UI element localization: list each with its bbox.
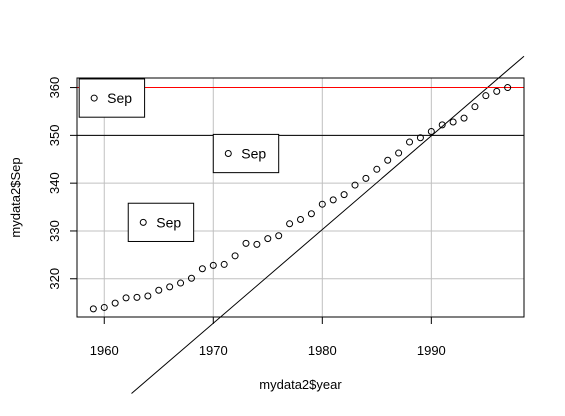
regression-line — [131, 55, 525, 394]
legend-box — [78, 78, 146, 118]
data-point — [471, 103, 479, 111]
x-axis-label: mydata2$year — [259, 377, 342, 392]
legend-2: Sep — [212, 133, 280, 174]
data-point — [122, 294, 130, 302]
data-point — [253, 240, 261, 248]
x-tick-label: 1980 — [308, 343, 337, 358]
data-points — [89, 84, 512, 313]
data-point — [198, 265, 206, 273]
data-point — [449, 118, 457, 126]
data-point — [406, 138, 414, 146]
y-tick-label: 330 — [47, 220, 62, 242]
y-axis: 320 330 340 350 360 — [47, 77, 78, 290]
data-point — [504, 84, 512, 92]
data-point — [438, 121, 446, 129]
legend-1: Sep — [78, 78, 146, 118]
data-point — [460, 114, 468, 122]
y-tick-label: 360 — [47, 77, 62, 99]
data-point — [100, 303, 108, 311]
data-point — [286, 220, 294, 228]
data-point — [111, 299, 119, 307]
y-tick-label: 320 — [47, 268, 62, 290]
data-point — [384, 156, 392, 164]
data-point — [275, 232, 283, 240]
data-point — [340, 191, 348, 199]
data-point — [395, 149, 403, 157]
legend-text: Sep — [241, 146, 266, 162]
data-point — [177, 279, 185, 287]
x-axis: 1960 1970 1980 1990 — [90, 316, 446, 358]
data-point — [209, 261, 217, 269]
data-point — [416, 134, 424, 142]
y-tick-label: 340 — [47, 172, 62, 194]
legends: Sep Sep Sep — [78, 78, 280, 242]
data-point — [187, 274, 195, 282]
data-point — [482, 92, 490, 100]
legend-symbol — [139, 218, 147, 226]
y-axis-label: mydata2$Sep — [8, 157, 23, 237]
data-point — [166, 283, 174, 291]
reference-lines — [77, 55, 525, 394]
data-point — [373, 165, 381, 173]
legend-text: Sep — [107, 90, 132, 106]
data-point — [351, 181, 359, 189]
data-point — [89, 305, 97, 313]
legend-text: Sep — [156, 214, 181, 230]
data-point — [220, 260, 228, 268]
data-point — [307, 210, 315, 218]
data-point — [362, 174, 370, 182]
x-tick-label: 1990 — [417, 343, 446, 358]
legend-symbol — [90, 94, 98, 102]
x-tick-label: 1960 — [90, 343, 119, 358]
legend-box — [212, 133, 280, 174]
data-point — [144, 292, 152, 300]
data-point — [155, 286, 163, 294]
data-point — [493, 87, 501, 95]
legend-box — [127, 202, 195, 242]
data-point — [242, 239, 250, 247]
data-point — [427, 128, 435, 136]
legend-3: Sep — [127, 202, 195, 242]
data-point — [231, 252, 239, 260]
data-point — [264, 235, 272, 243]
x-tick-label: 1970 — [199, 343, 228, 358]
data-point — [133, 293, 141, 301]
y-tick-label: 350 — [47, 125, 62, 147]
data-point — [297, 215, 304, 223]
data-point — [329, 196, 337, 204]
data-point — [318, 200, 326, 208]
legend-symbol — [224, 150, 232, 158]
